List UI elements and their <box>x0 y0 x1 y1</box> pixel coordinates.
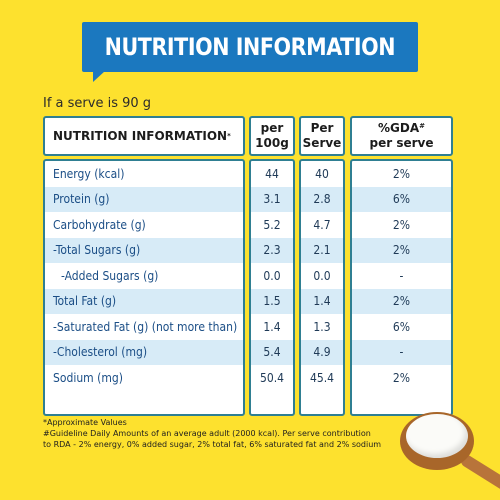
table-row-name: Sodium (mg) <box>53 370 123 385</box>
table-cell-per100: 1.5 <box>251 288 293 314</box>
table-cell-per100: 5.4 <box>251 339 293 365</box>
table-row-name: Total Fat (g) <box>45 288 243 314</box>
table-cell-per100: 44 <box>265 166 279 181</box>
table-cell-per100: 1.4 <box>263 319 281 334</box>
header-gda-label: %GDA <box>377 121 420 135</box>
table-cell-gda: 2% <box>352 237 451 263</box>
table-cell-per-serve: 40 <box>315 166 329 181</box>
table-cell-per100: 50.4 <box>259 370 285 385</box>
footnote-gda: #Guideline Daily Amounts of an average a… <box>43 429 371 438</box>
column-per-serve: 40 2.8 4.7 2.1 0.0 1.4 1.3 4.9 45.4 <box>299 159 345 416</box>
table-row-name: -Saturated Fat (g) (not more than) <box>53 319 238 334</box>
header-nutrition-information: NUTRITION INFORMATION * <box>43 116 245 156</box>
table-cell-per100: 0.0 <box>263 268 281 283</box>
header-per-100g: per 100g <box>249 116 295 156</box>
header-per-serve: Per Serve <box>299 116 345 156</box>
table-cell-per-serve: 1.4 <box>301 288 343 314</box>
table-cell-per-serve: 45.4 <box>309 370 335 385</box>
header-gda-sup: # <box>419 122 425 130</box>
table-cell-gda: - <box>352 339 451 365</box>
title-banner: NUTRITION INFORMATION <box>82 22 418 72</box>
table-cell-gda: - <box>399 268 404 283</box>
table-row-name: Energy (kcal) <box>53 166 125 181</box>
table-row-name: Carbohydrate (g) <box>53 217 146 232</box>
table-cell-gda: 6% <box>392 319 411 334</box>
table-row-name: -Added Sugars (g) <box>61 268 159 283</box>
table-row-name: -Cholesterol (mg) <box>45 339 243 365</box>
table-cell-gda: 2% <box>392 166 411 181</box>
column-gda: 2% 6% 2% 2% - 2% 6% - 2% <box>350 159 453 416</box>
table-cell-gda: 6% <box>352 186 451 212</box>
table-row-name: Protein (g) <box>45 186 243 212</box>
table-cell-per100: 3.1 <box>251 186 293 212</box>
table-cell-per-serve: 0.0 <box>313 268 331 283</box>
serve-size-note: If a serve is 90 g <box>43 96 152 111</box>
header-gda-sub: per serve <box>369 136 434 150</box>
column-nutrient-names: Energy (kcal) Protein (g) Carbohydrate (… <box>43 159 245 416</box>
banner-title: NUTRITION INFORMATION <box>104 33 396 61</box>
footnotes: *Approximate Values #Guideline Daily Amo… <box>43 417 423 450</box>
table-cell-gda: 2% <box>392 370 411 385</box>
table-row-name: -Total Sugars (g) <box>45 237 243 263</box>
table-cell-per-serve: 2.8 <box>301 186 343 212</box>
yogurt-image <box>406 414 468 458</box>
table-cell-per100: 5.2 <box>263 217 281 232</box>
table-cell-per-serve: 1.3 <box>313 319 331 334</box>
header-name-sup: * <box>227 132 231 140</box>
table-cell-per100: 2.3 <box>251 237 293 263</box>
header-gda: %GDA# per serve <box>350 116 453 156</box>
header-name-label: NUTRITION INFORMATION <box>53 128 228 143</box>
footnote-approximate: *Approximate Values <box>43 418 127 427</box>
footnote-rda: to RDA - 2% energy, 0% added sugar, 2% t… <box>43 440 382 449</box>
table-cell-per-serve: 4.7 <box>313 217 331 232</box>
table-cell-gda: 2% <box>352 288 451 314</box>
table-cell-gda: 2% <box>392 217 411 232</box>
table-cell-per-serve: 2.1 <box>301 237 343 263</box>
column-per-100g: 44 3.1 5.2 2.3 0.0 1.5 1.4 5.4 50.4 <box>249 159 295 416</box>
table-cell-per-serve: 4.9 <box>301 339 343 365</box>
banner-pointer <box>93 71 105 82</box>
